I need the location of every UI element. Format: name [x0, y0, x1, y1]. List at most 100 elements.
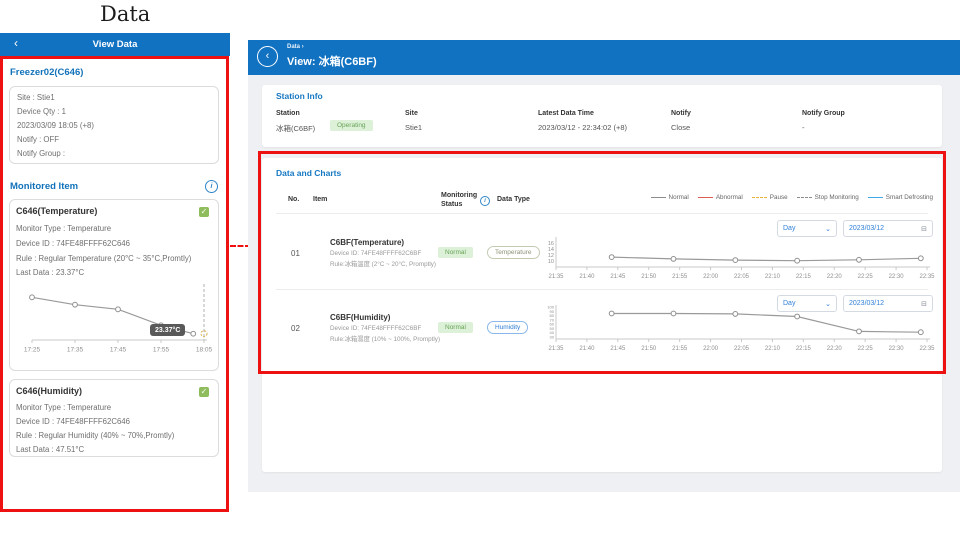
back-circle-icon[interactable]: ‹: [257, 46, 278, 67]
svg-text:22:10: 22:10: [765, 274, 781, 280]
svg-text:60: 60: [550, 322, 555, 327]
info-icon[interactable]: i: [205, 180, 218, 193]
svg-text:22:00: 22:00: [703, 274, 719, 280]
svg-text:17:25: 17:25: [24, 347, 41, 354]
calendar-icon: ⊟: [921, 225, 927, 233]
status-label: Status: [441, 200, 463, 208]
card-line: Device ID : 74FE48FFFF62C646: [16, 239, 130, 248]
svg-text:21:40: 21:40: [579, 274, 595, 280]
checkbox-checked-icon[interactable]: ✓: [199, 387, 209, 397]
svg-text:90: 90: [550, 309, 555, 314]
monitoring-label: Monitoring: [441, 192, 478, 199]
table-header-no: No.: [288, 196, 300, 203]
annotation-box-left: [0, 56, 229, 512]
row-item-title: C6BF(Temperature): [330, 238, 405, 247]
notify-value: Close: [671, 123, 691, 132]
svg-text:22:30: 22:30: [889, 346, 905, 352]
pause-line-icon: [751, 197, 767, 198]
svg-text:21:35: 21:35: [548, 274, 564, 280]
temperature-line-chart[interactable]: 21:35 21:40 21:45 21:50 21:55 22:00 22:05 22:10…: [540, 235, 936, 283]
svg-text:12: 12: [548, 253, 554, 259]
range-select-value: Day: [783, 300, 796, 307]
annotation-arrow-line: [230, 245, 251, 247]
info-line-qty: Device Qty : 1: [17, 107, 66, 116]
svg-text:22:25: 22:25: [858, 274, 874, 280]
table-header-item: Item: [313, 196, 328, 203]
svg-text:22:15: 22:15: [796, 274, 812, 280]
annotation-title: Data: [100, 2, 151, 26]
station-info-box: [9, 86, 219, 164]
breadcrumb-separator-icon: ›: [301, 44, 304, 50]
data-and-charts-card: [262, 158, 942, 472]
card-line: Rule : Regular Temperature (20°C ~ 35°C,…: [16, 254, 192, 263]
card-title: C646(Temperature): [16, 206, 98, 216]
range-select[interactable]: Day ⌄: [777, 295, 837, 312]
svg-text:21:45: 21:45: [610, 346, 626, 352]
card-line: Rule : Regular Humidity (40% ~ 70%,Promt…: [16, 431, 175, 440]
svg-text:22:05: 22:05: [734, 274, 750, 280]
monitoring-status-badge: Normal: [438, 322, 473, 333]
chart-tooltip: 23.37°C: [150, 324, 186, 336]
svg-text:21:55: 21:55: [672, 274, 688, 280]
breadcrumb[interactable]: Data ›: [287, 44, 304, 50]
mobile-header-title: View Data: [92, 39, 138, 50]
date-picker[interactable]: 2023/03/12 ⊟: [843, 295, 933, 312]
monitored-card-humidity[interactable]: [9, 379, 219, 457]
station-info-heading: Station Info: [276, 91, 323, 101]
monitoring-status-badge: Normal: [438, 247, 473, 258]
info-line-time: 2023/03/09 18:05 (+8): [17, 121, 94, 130]
col-header-site: Site: [405, 110, 418, 117]
col-header-notify: Notify: [671, 110, 691, 117]
svg-text:16: 16: [548, 241, 554, 247]
row-no: 02: [291, 324, 300, 333]
date-picker[interactable]: 2023/03/12 ⊟: [843, 220, 933, 237]
col-header-station: Station: [276, 110, 300, 117]
svg-text:22:20: 22:20: [827, 274, 843, 280]
card-line: Monitor Type : Temperature: [16, 403, 112, 412]
checkbox-checked-icon[interactable]: ✓: [199, 207, 209, 217]
svg-text:18:05: 18:05: [196, 347, 213, 354]
chart-legend: Normal Abnormal Pause Stop Monitoring Sm…: [650, 194, 933, 201]
mini-temperature-chart[interactable]: 17:25 17:35 17:45 17:55 18:05: [12, 282, 216, 356]
svg-text:22:30: 22:30: [889, 274, 905, 280]
status-info-icon[interactable]: i: [480, 196, 490, 206]
legend-item-stop-monitoring: Stop Monitoring: [796, 194, 859, 201]
svg-text:22:20: 22:20: [827, 346, 843, 352]
legend-item-pause: Pause: [751, 194, 788, 201]
smart-defrosting-line-icon: [867, 197, 883, 198]
row-rule: Rule:冰箱濕度 (10% ~ 100%, Promptly): [330, 336, 441, 343]
card-line: Last Data : 23.37°C: [16, 268, 85, 277]
monitored-card-temperature[interactable]: [9, 199, 219, 371]
svg-text:21:50: 21:50: [641, 346, 657, 352]
chevron-down-icon: ⌄: [825, 225, 831, 233]
range-select[interactable]: Day ⌄: [777, 220, 837, 237]
svg-text:21:35: 21:35: [548, 346, 564, 352]
back-icon[interactable]: ‹: [14, 36, 18, 50]
row-device-id: Device ID: 74FE48FFFF62C6BF: [330, 250, 422, 257]
humidity-line-chart[interactable]: 21:35 21:40 21:45 21:50 21:55 22:00 22:05 22:10…: [540, 303, 936, 355]
svg-text:21:45: 21:45: [610, 274, 626, 280]
svg-text:17:35: 17:35: [67, 347, 84, 354]
mobile-header-bar: [0, 33, 230, 56]
chevron-down-icon: ⌄: [825, 300, 831, 308]
breadcrumb-data[interactable]: Data: [287, 44, 301, 50]
data-type-badge: Humidity: [487, 321, 529, 334]
svg-text:22:35: 22:35: [919, 274, 935, 280]
svg-text:40: 40: [550, 330, 555, 335]
data-type-badge: Temperature: [487, 246, 540, 259]
page-title: View: 冰箱(C6BF): [287, 56, 377, 68]
monitored-item-heading: Monitored Item: [10, 181, 79, 192]
web-header-bar: [248, 40, 960, 75]
card-title: C646(Humidity): [16, 386, 83, 396]
svg-text:100: 100: [547, 305, 554, 310]
card-line: Last Data : 47.51°C: [16, 445, 85, 454]
row-item-title: C6BF(Humidity): [330, 313, 391, 322]
svg-text:22:35: 22:35: [919, 346, 935, 352]
legend-item-normal: Normal: [650, 194, 689, 201]
svg-text:50: 50: [550, 326, 555, 331]
svg-text:22:10: 22:10: [765, 346, 781, 352]
notify-group-value: -: [802, 123, 805, 132]
legend-item-smart-defrosting: Smart Defrosting: [867, 194, 933, 201]
card-line: Monitor Type : Temperature: [16, 224, 112, 233]
